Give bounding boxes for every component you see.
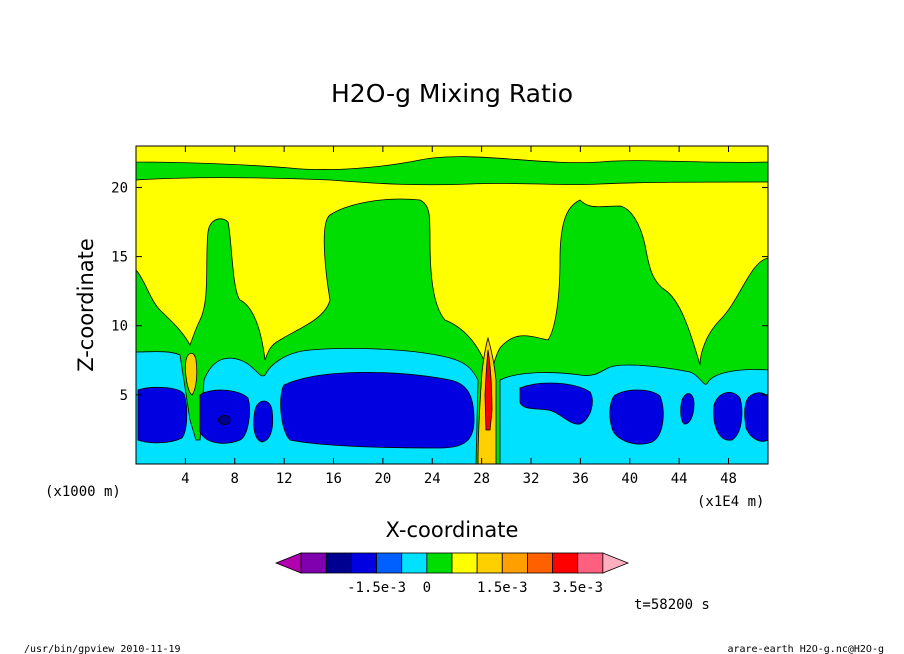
colorbar-swatch <box>426 552 453 574</box>
x-tick-label: 48 <box>720 471 737 487</box>
colorbar-label: -1.5e-3 <box>347 580 406 596</box>
colorbar-swatch <box>351 552 377 574</box>
x-tick-label: 4 <box>181 471 189 487</box>
colorbar-swatch <box>501 552 528 574</box>
x-axis-ticks: 4 8 12 16 20 24 28 32 36 40 44 48 <box>181 146 737 487</box>
colorbar-swatch <box>577 552 604 574</box>
y-tick-label: 5 <box>120 388 128 404</box>
time-label: t=58200 s <box>634 597 710 613</box>
field-yellow <box>136 177 768 381</box>
colorbar-labels: -1.5e-3 0 1.5e-3 3.5e-3 <box>347 580 603 596</box>
field-blue-7 <box>680 393 695 425</box>
field-blue-5 <box>519 382 593 425</box>
field-blue-1 <box>137 386 188 444</box>
y-tick-label: 15 <box>111 250 128 266</box>
y-axis-ticks: 5 10 15 20 <box>111 180 768 404</box>
colorbar-swatch <box>451 552 478 574</box>
colorbar <box>274 552 630 574</box>
footer-right: arare-earth_H2O-g.nc@H2O-g <box>727 644 884 654</box>
field-blue-4 <box>280 371 475 449</box>
x-tick-label: 8 <box>231 471 239 487</box>
colorbar-swatch <box>325 552 352 574</box>
colorbar-label: 3.5e-3 <box>552 580 603 596</box>
colorbar-swatch <box>274 552 302 574</box>
x-tick-label: 44 <box>671 471 688 487</box>
chart-title: H2O-g Mixing Ratio <box>331 79 573 108</box>
colorbar-label: 1.5e-3 <box>477 580 528 596</box>
colorbar-swatch <box>401 552 428 574</box>
field-blue-8 <box>713 391 743 441</box>
colorbar-swatch <box>527 552 553 574</box>
x-unit-left: (x1000 m) <box>45 484 121 500</box>
footer-left: /usr/bin/gpview 2010-11-19 <box>24 644 181 654</box>
x-tick-label: 16 <box>325 471 342 487</box>
y-tick-label: 20 <box>111 180 128 196</box>
x-tick-label: 24 <box>424 471 441 487</box>
x-unit-right: (x1E4 m) <box>697 494 764 510</box>
field-orange-spot <box>185 352 198 396</box>
colorbar-swatch <box>300 552 327 574</box>
field-blue-9 <box>744 392 768 442</box>
field-top-yellow <box>136 146 768 170</box>
colorbar-swatch <box>476 552 503 574</box>
plot-area <box>135 145 769 465</box>
field-blue-3 <box>253 400 274 443</box>
field-red-column <box>484 349 493 431</box>
field-blue-6 <box>609 389 664 445</box>
colorbar-label: 0 <box>423 580 431 596</box>
colorbar-swatch <box>602 552 630 574</box>
field-dark-spot <box>217 415 231 425</box>
colorbar-swatch <box>552 552 579 574</box>
y-tick-label: 10 <box>111 319 128 335</box>
plot-frame <box>135 145 769 465</box>
x-tick-label: 40 <box>621 471 638 487</box>
x-tick-label: 20 <box>374 471 391 487</box>
x-tick-label: 32 <box>523 471 540 487</box>
x-tick-label: 28 <box>473 471 490 487</box>
x-tick-label: 12 <box>276 471 293 487</box>
x-axis-label: X-coordinate <box>386 518 519 542</box>
colorbar-swatch <box>376 552 403 574</box>
x-tick-label: 36 <box>572 471 589 487</box>
y-axis-label: Z-coordinate <box>74 238 98 372</box>
